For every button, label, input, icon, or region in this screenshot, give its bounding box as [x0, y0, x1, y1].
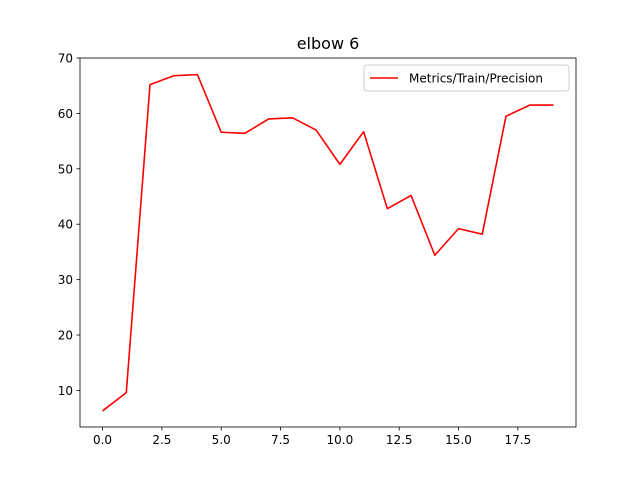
x-tick-label: 10.0 [327, 433, 354, 447]
y-axis: 10 20 30 40 50 60 70 [58, 52, 80, 398]
series-layer [102, 73, 554, 412]
x-tick-label: 7.5 [271, 433, 290, 447]
y-tick-label: 70 [58, 52, 73, 66]
legend: Metrics/Train/Precision [363, 64, 570, 92]
y-tick-label: 20 [58, 329, 73, 343]
y-tick-label: 60 [58, 107, 73, 121]
y-tick-label: 10 [58, 384, 73, 398]
x-axis: 0.0 2.5 5.0 7.5 10.0 12.5 15.0 17.5 [93, 427, 531, 447]
x-tick-label: 5.0 [212, 433, 231, 447]
legend-box [363, 64, 570, 92]
x-tick-label: 2.5 [152, 433, 171, 447]
y-tick-label: 40 [58, 218, 73, 232]
x-tick-label: 15.0 [445, 433, 472, 447]
x-tick-label: 17.5 [504, 433, 531, 447]
x-tick-label: 12.5 [386, 433, 413, 447]
plot-area [79, 57, 577, 428]
series-line [102, 73, 554, 412]
x-tick-label: 0.0 [93, 433, 112, 447]
y-tick-label: 30 [58, 273, 73, 287]
y-tick-label: 50 [58, 162, 73, 176]
legend-label: Metrics/Train/Precision [409, 72, 543, 86]
chart-title: elbow 6 [297, 34, 360, 53]
plot-frame [79, 57, 577, 428]
